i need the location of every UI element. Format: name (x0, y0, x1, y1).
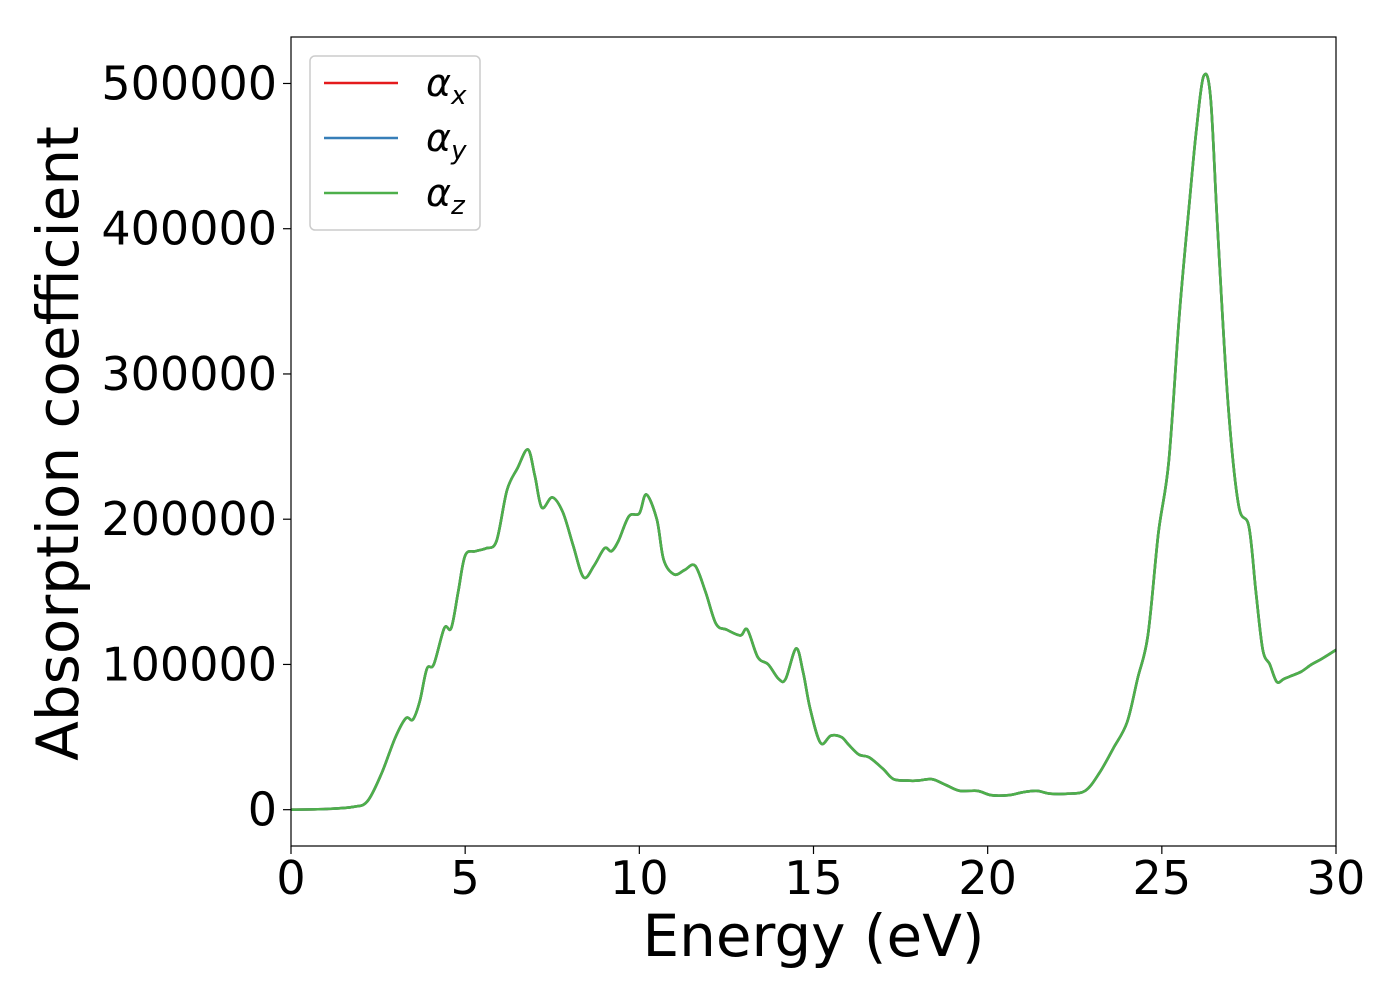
x-axis-label: Energy (eV) (642, 902, 984, 970)
y-tick-label: 100000 (101, 637, 277, 691)
plot-area (290, 72, 1337, 811)
axis-ticks: 0 5 10 15 20 25 30 0 100000 200000 300000 400000 500… (101, 56, 1365, 905)
series-line-alpha-z (290, 72, 1337, 811)
y-tick-label: 400000 (101, 202, 277, 256)
legend-label-alpha-x: αx (426, 61, 467, 111)
x-tick-label: 30 (1307, 851, 1366, 905)
legend-box (309, 55, 481, 231)
x-tick-label: 20 (958, 851, 1017, 905)
x-tick-label: 0 (276, 851, 305, 905)
x-tick-label: 25 (1133, 851, 1192, 905)
x-tick-label: 10 (610, 851, 669, 905)
y-tick-label: 300000 (101, 347, 277, 401)
y-axis-label: Absorption coefficient (24, 126, 92, 761)
x-tick-label: 5 (451, 851, 480, 905)
y-tick-label: 200000 (101, 492, 277, 546)
x-tick-label: 15 (784, 851, 843, 905)
y-tick-label: 500000 (101, 56, 277, 110)
y-tick-label: 0 (248, 783, 277, 837)
